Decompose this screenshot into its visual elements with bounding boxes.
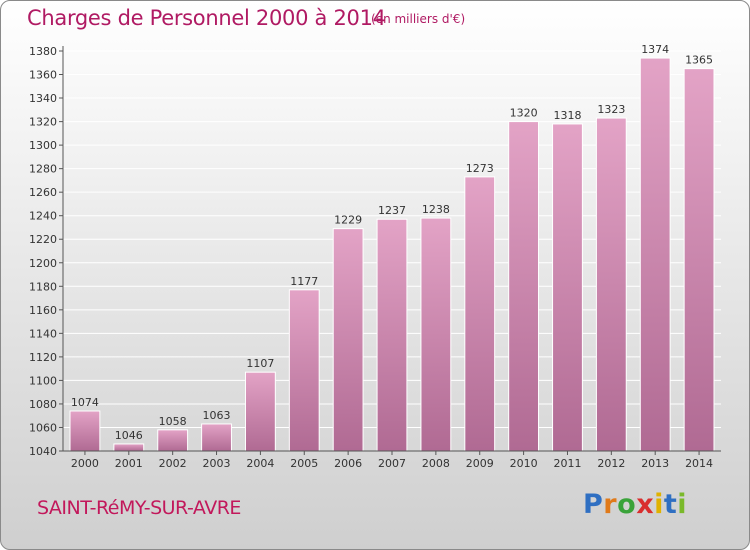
data-label: 1374	[641, 43, 669, 56]
x-tick-label: 2000	[71, 457, 99, 470]
y-tick-label: 1220	[29, 233, 57, 246]
x-tick-label: 2008	[422, 457, 450, 470]
data-label: 1238	[422, 203, 450, 216]
logo-letter: t	[663, 489, 678, 520]
data-label: 1365	[685, 54, 713, 67]
y-tick-label: 1360	[29, 69, 57, 82]
bar	[157, 429, 189, 452]
chart-subtitle: (en milliers d'€)	[371, 12, 466, 26]
y-tick-label: 1040	[29, 445, 57, 458]
logo-letter: x	[636, 489, 655, 520]
axes	[59, 46, 721, 455]
data-label: 1177	[290, 275, 318, 288]
y-tick-label: 1140	[29, 327, 57, 340]
logo-letter: r	[603, 489, 618, 520]
y-tick-label: 1340	[29, 92, 57, 105]
bars	[69, 57, 715, 452]
data-label: 1323	[597, 103, 625, 116]
x-tick-label: 2005	[290, 457, 318, 470]
labels: 1040 1060 1080 1100 1120 1140 1160 1180 1200 1220…	[29, 43, 713, 470]
logo-letter: i	[654, 489, 664, 520]
bar	[420, 217, 452, 452]
bar	[332, 228, 364, 452]
data-label: 1318	[553, 109, 581, 122]
x-tick-label: 2004	[246, 457, 274, 470]
x-tick-label: 2009	[466, 457, 494, 470]
x-tick-label: 2001	[115, 457, 143, 470]
bar	[244, 371, 276, 452]
bar	[595, 117, 627, 452]
y-tick-label: 1060	[29, 421, 57, 434]
x-tick-label: 2011	[553, 457, 581, 470]
y-tick-label: 1120	[29, 351, 57, 364]
y-tick-label: 1180	[29, 280, 57, 293]
logo-letter: o	[617, 489, 637, 520]
x-tick-label: 2002	[159, 457, 187, 470]
data-label: 1046	[115, 429, 143, 442]
bar	[639, 57, 671, 452]
data-label: 1058	[159, 415, 187, 428]
y-tick-label: 1200	[29, 257, 57, 270]
x-tick-label: 2014	[685, 457, 713, 470]
bar	[552, 123, 583, 452]
bar	[201, 423, 232, 452]
x-tick-label: 2012	[597, 457, 625, 470]
bar	[69, 410, 101, 452]
y-tick-label: 1100	[29, 374, 57, 387]
y-tick-label: 1300	[29, 139, 57, 152]
data-label: 1273	[466, 162, 494, 175]
x-tick-label: 2010	[510, 457, 538, 470]
x-tick-label: 2013	[641, 457, 669, 470]
logo-letter: P	[583, 489, 604, 520]
chart-title: Charges de Personnel 2000 à 2014	[27, 6, 386, 30]
y-tick-label: 1380	[29, 45, 57, 58]
data-label: 1237	[378, 204, 406, 217]
bar	[113, 443, 145, 452]
bar	[288, 289, 320, 452]
data-label: 1074	[71, 396, 99, 409]
y-tick-label: 1240	[29, 210, 57, 223]
bar	[376, 218, 408, 452]
y-tick-label: 1080	[29, 398, 57, 411]
bar	[683, 68, 715, 452]
y-tick-label: 1260	[29, 186, 57, 199]
x-tick-label: 2007	[378, 457, 406, 470]
y-tick-label: 1280	[29, 163, 57, 176]
x-tick-label: 2006	[334, 457, 362, 470]
bar	[464, 176, 496, 452]
commune-name: SAINT-RéMY-SUR-AVRE	[37, 497, 241, 519]
data-label: 1229	[334, 214, 362, 227]
data-label: 1320	[510, 107, 538, 120]
data-label: 1107	[246, 357, 274, 370]
y-tick-label: 1320	[29, 116, 57, 129]
proxiti-logo: Proxiti	[583, 489, 687, 520]
y-tick-label: 1160	[29, 304, 57, 317]
x-tick-label: 2003	[203, 457, 231, 470]
data-label: 1063	[203, 409, 231, 422]
bar	[508, 121, 540, 452]
logo-letter: i	[677, 489, 688, 520]
